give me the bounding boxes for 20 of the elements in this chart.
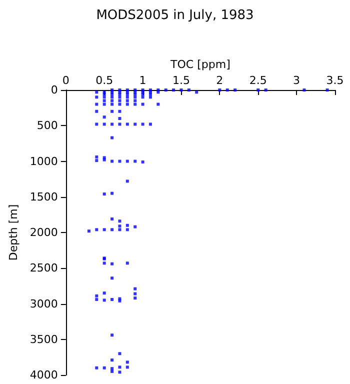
chart-title: MODS2005 in July, 1983 [96,8,254,23]
y-tick-label: 0 [50,84,58,96]
y-tick-label: 1000 [30,154,58,168]
x-axis-title: TOC [ppm] [170,58,230,71]
y-tick-label: 1500 [30,190,58,204]
x-tick-label: 3 [293,74,300,87]
y-tick-label: 3000 [30,297,58,310]
y-tick-label: 2500 [30,262,58,275]
y-tick-label: 500 [36,119,58,132]
y-tick-label: 2000 [30,226,58,239]
x-tick-label: 2 [216,74,224,87]
x-tick-label: 0 [62,74,70,87]
x-tick-label: 2.5 [249,74,267,87]
x-tick-label: 1.5 [172,74,190,87]
y-tick-label: 4000 [30,368,58,382]
y-axis-title: Depth [m] [7,204,20,261]
x-tick-label: 3.5 [326,74,344,87]
y-tick-label: 3500 [30,332,58,346]
x-tick-label: 1 [139,74,146,87]
x-tick-label: 0.5 [96,74,114,87]
